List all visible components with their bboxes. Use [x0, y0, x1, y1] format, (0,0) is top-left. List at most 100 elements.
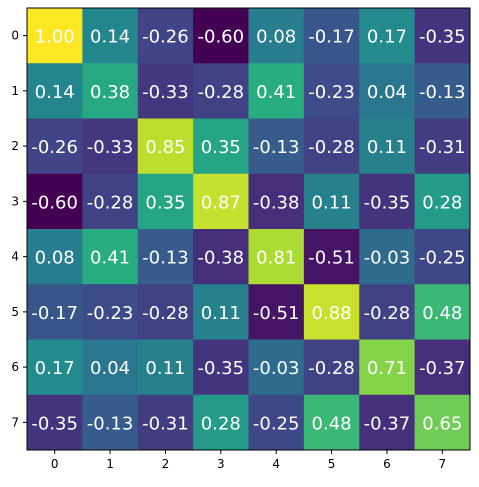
heatmap-cell-r4-c0 [27, 229, 83, 285]
heatmap-value-label-r5-c3: 0.11 [201, 303, 241, 324]
heatmap-cell-r0-c0 [27, 8, 83, 64]
heatmap-cell-r4-c7 [414, 229, 471, 285]
heatmap-value-label-r4-c3: -0.38 [198, 248, 245, 269]
heatmap-cell-r2-c0 [27, 118, 83, 175]
heatmap-cells [27, 8, 471, 451]
heatmap-value-label-r2-c4: -0.13 [253, 137, 300, 158]
heatmap-value-labels: 1.00 0.14 -0.26 -0.60 0.08 -0.17 0.17 -0.35 0.14… [31, 27, 465, 435]
heatmap-cell-r7-c1 [82, 394, 139, 451]
heatmap-cell-r1-c6 [359, 63, 416, 119]
heatmap-value-label-r4-c6: -0.03 [364, 248, 411, 269]
heatmap-cell-r3-c0 [27, 173, 83, 230]
heatmap-value-label-r3-c0: -0.60 [31, 192, 78, 213]
heatmap-value-label-r5-c2: -0.28 [142, 303, 189, 324]
heatmap-value-label-r3-c4: -0.38 [253, 192, 300, 213]
heatmap-value-label-r5-c4: -0.51 [253, 303, 300, 324]
heatmap-value-label-r6-c4: -0.03 [253, 358, 300, 379]
heatmap-cell-r6-c5 [303, 339, 360, 396]
heatmap-value-label-r4-c2: -0.13 [142, 248, 189, 269]
heatmap-value-label-r6-c0: 0.17 [35, 358, 75, 379]
heatmap-cell-r5-c6 [359, 284, 416, 340]
heatmap-value-label-r2-c6: 0.11 [367, 137, 407, 158]
heatmap-value-label-r4-c5: -0.51 [308, 248, 355, 269]
heatmap-cell-r2-c2 [137, 118, 194, 175]
heatmap-value-label-r1-c7: -0.13 [419, 82, 466, 103]
x-tick-label-3: 3 [217, 457, 225, 471]
heatmap-value-label-r0-c2: -0.26 [142, 27, 189, 48]
heatmap-value-label-r5-c7: 0.48 [422, 303, 462, 324]
heatmap-value-label-r3-c1: -0.28 [87, 192, 134, 213]
heatmap-value-label-r2-c7: -0.31 [419, 137, 466, 158]
heatmap-value-label-r3-c2: 0.35 [145, 192, 185, 213]
heatmap-value-label-r5-c0: -0.17 [31, 303, 78, 324]
heatmap-cell-r0-c6 [359, 8, 416, 64]
heatmap-cell-r5-c5 [303, 284, 360, 340]
heatmap-value-label-r7-c3: 0.28 [201, 413, 241, 434]
y-tick-label-7: 7 [11, 415, 19, 429]
x-tick-label-4: 4 [272, 457, 280, 471]
heatmap-value-label-r3-c7: 0.28 [422, 192, 462, 213]
y-tick-label-2: 2 [11, 139, 19, 153]
heatmap-cell-r2-c5 [303, 118, 360, 175]
heatmap-value-label-r2-c2: 0.85 [145, 137, 185, 158]
heatmap-value-label-r2-c0: -0.26 [31, 137, 78, 158]
heatmap-value-label-r3-c6: -0.35 [364, 192, 411, 213]
heatmap-value-label-r0-c6: 0.17 [367, 27, 407, 48]
heatmap-cell-r1-c4 [248, 63, 305, 119]
heatmap-cell-r3-c3 [193, 173, 249, 230]
heatmap-cell-r7-c7 [414, 394, 471, 451]
heatmap-cell-r6-c2 [137, 339, 194, 396]
heatmap-value-label-r7-c0: -0.35 [31, 413, 78, 434]
heatmap-value-label-r7-c6: -0.37 [364, 413, 411, 434]
x-tick-label-7: 7 [438, 457, 446, 471]
heatmap-cell-r7-c6 [359, 394, 416, 451]
heatmap-cell-r5-c3 [193, 284, 249, 340]
heatmap-value-label-r1-c3: -0.28 [198, 82, 245, 103]
heatmap-value-label-r4-c1: 0.41 [90, 248, 130, 269]
plot-frame [26, 7, 471, 451]
heatmap-cell-r6-c0 [27, 339, 83, 396]
y-tick-label-1: 1 [11, 84, 19, 98]
heatmap-value-label-r3-c5: 0.11 [312, 192, 352, 213]
heatmap-value-label-r5-c5: 0.88 [312, 303, 352, 324]
heatmap-cell-r7-c5 [303, 394, 360, 451]
heatmap-value-label-r0-c5: -0.17 [308, 27, 355, 48]
y-tick-label-4: 4 [11, 250, 19, 264]
heatmap-cell-r2-c6 [359, 118, 416, 175]
heatmap-cell-r5-c7 [414, 284, 471, 340]
heatmap-value-label-r2-c1: -0.33 [87, 137, 134, 158]
heatmap-cell-r6-c6 [359, 339, 416, 396]
heatmap-cell-r7-c3 [193, 394, 249, 451]
heatmap-cell-r5-c0 [27, 284, 83, 340]
heatmap-value-label-r1-c4: 0.41 [256, 82, 296, 103]
heatmap-cell-r1-c1 [82, 63, 139, 119]
heatmap-value-label-r6-c3: -0.35 [198, 358, 245, 379]
heatmap-value-label-r6-c2: 0.11 [145, 358, 185, 379]
heatmap-value-label-r0-c4: 0.08 [256, 27, 296, 48]
heatmap-cell-r3-c2 [137, 173, 194, 230]
heatmap-cell-r6-c3 [193, 339, 249, 396]
heatmap-cell-r4-c6 [359, 229, 416, 285]
heatmap-cell-r7-c4 [248, 394, 305, 451]
heatmap-value-label-r0-c3: -0.60 [198, 27, 245, 48]
heatmap-value-label-r7-c4: -0.25 [253, 413, 300, 434]
heatmap-value-label-r5-c1: -0.23 [87, 303, 134, 324]
heatmap-cell-r6-c1 [82, 339, 139, 396]
heatmap-axes: 0 1 2 3 4 5 6 7 0 1 2 3 4 5 6 7 [11, 7, 471, 471]
heatmap-cell-r0-c1 [82, 8, 139, 64]
heatmap-value-label-r6-c1: 0.04 [90, 358, 130, 379]
y-tick-label-6: 6 [11, 360, 19, 374]
heatmap-cell-r4-c4 [248, 229, 305, 285]
heatmap-cell-r5-c4 [248, 284, 305, 340]
heatmap-value-label-r1-c6: 0.04 [367, 82, 407, 103]
heatmap-cell-r4-c3 [193, 229, 249, 285]
x-tick-label-1: 1 [106, 457, 114, 471]
heatmap-cell-r2-c1 [82, 118, 139, 175]
heatmap-value-label-r4-c4: 0.81 [256, 248, 296, 269]
heatmap-value-label-r3-c3: 0.87 [201, 192, 241, 213]
heatmap-value-label-r6-c6: 0.71 [367, 358, 407, 379]
heatmap-cell-r3-c1 [82, 173, 139, 230]
heatmap-value-label-r2-c5: -0.28 [308, 137, 355, 158]
